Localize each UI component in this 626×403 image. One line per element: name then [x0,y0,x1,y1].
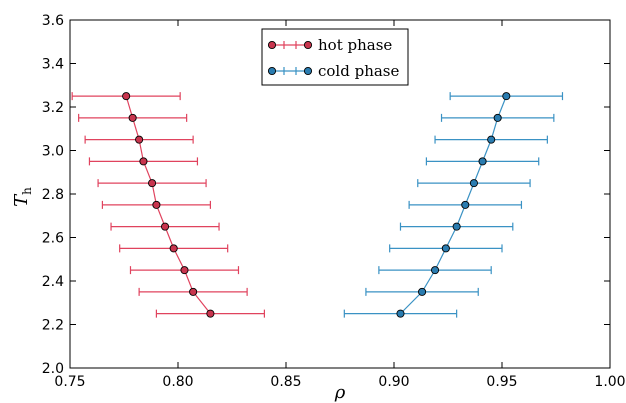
data-point [452,222,461,231]
data-point [478,157,487,166]
y-tick-label: 3.0 [42,144,64,160]
series-1 [343,92,564,318]
data-point [493,113,502,122]
y-tick-label: 3.2 [42,100,64,116]
legend-entry-0: hot phase [267,36,392,54]
legend-entry-1: cold phase [267,62,400,80]
x-tick-label: 0.85 [270,374,301,390]
legend-marker [303,40,313,50]
data-point [139,157,148,166]
y-tick-label: 2.6 [42,231,64,247]
y-tick-label: 2.0 [42,361,64,377]
data-point [487,135,496,144]
series-0 [71,92,265,318]
y-tick-label: 2.2 [42,318,64,334]
y-axis-label-main: T [11,193,32,207]
data-point [152,200,161,209]
y-tick-label: 2.8 [42,187,64,203]
legend-marker [303,66,313,76]
legend-label: cold phase [318,62,400,80]
data-point [180,266,189,275]
x-tick-label: 0.90 [378,374,409,390]
data-point [418,287,427,296]
data-point [461,200,470,209]
data-point [135,135,144,144]
data-point [206,309,215,318]
legend-marker [267,40,277,50]
data-point [122,92,131,101]
data-point [430,266,440,275]
y-axis-label: Th [11,187,34,207]
x-tick-label: 1.00 [594,374,625,390]
x-tick-label: 0.75 [54,374,85,390]
data-point [396,309,405,318]
data-point [169,244,178,253]
data-point [441,244,450,253]
legend-label: hot phase [318,36,392,54]
data-point [189,287,198,296]
data-point [502,92,511,101]
x-axis-label: ρ [334,382,346,403]
plot-area [71,92,564,318]
data-point [160,222,170,231]
y-axis-label-sub: h [20,187,34,195]
legend-box [261,28,409,86]
y-tick-label: 3.6 [42,13,64,29]
y-tick-label: 3.4 [42,57,64,73]
x-tick-label: 0.80 [162,374,193,390]
legend: hot phase cold phase [261,28,409,86]
data-point [469,179,478,188]
data-point [148,179,157,188]
legend-marker [267,66,277,76]
axes: 0.75 0.80 0.85 0.90 0.95 1.00 2.0 2.2 2.4 2.6 2.8 3… [42,13,626,390]
data-point [128,113,137,122]
y-tick-label: 2.4 [42,274,64,290]
x-tick-label: 0.95 [486,374,517,390]
